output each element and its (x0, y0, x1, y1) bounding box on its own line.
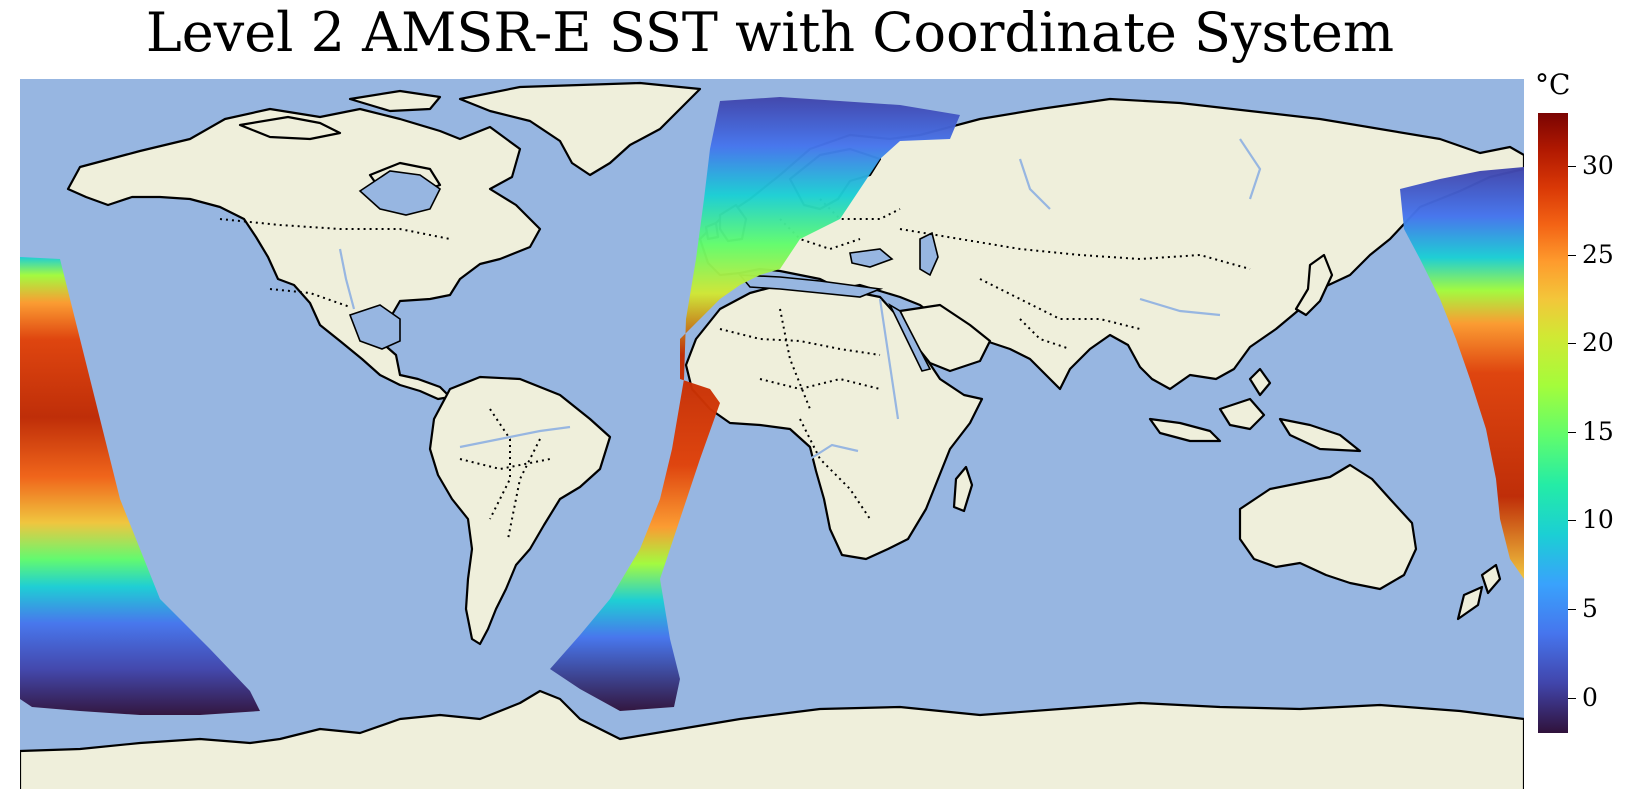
madagascar (952, 465, 974, 513)
indonesia (1148, 367, 1362, 453)
swath-atlantic (550, 97, 960, 711)
colorbar-tick (1568, 166, 1576, 168)
us-canada-border (219, 218, 451, 240)
colorbar-tick-label: 30 (1582, 151, 1614, 181)
colorbar-tick (1568, 343, 1576, 345)
australia (1238, 463, 1418, 591)
congo-river (809, 443, 859, 460)
new-zealand (1456, 563, 1502, 621)
colorbar-tick-label: 20 (1582, 328, 1614, 358)
asia-borders (899, 228, 1251, 350)
colorbar-tick (1568, 697, 1576, 699)
gulf-of-mexico (348, 304, 401, 350)
south-america-borders (459, 408, 551, 540)
mississippi-river (338, 248, 356, 310)
europe-borders (779, 198, 901, 251)
colorbar-tick-label: 25 (1582, 239, 1614, 269)
colorbar (1538, 113, 1568, 733)
colorbar-tick (1568, 254, 1576, 256)
antarctica (20, 689, 1524, 789)
map-title: Level 2 AMSR-E SST with Coordinate Syste… (145, 1, 1395, 64)
us-mexico-border (269, 288, 351, 308)
nile-river (878, 298, 900, 420)
country-borders (219, 198, 1251, 540)
lakes (348, 170, 939, 372)
greenland (458, 81, 702, 177)
amazon-river (459, 425, 571, 449)
colorbar-tick-label: 10 (1582, 505, 1614, 535)
map-panel[interactable] (20, 79, 1524, 789)
world-map (20, 79, 1524, 789)
africa-borders (719, 308, 881, 520)
rivers (338, 138, 1262, 460)
red-sea (888, 302, 932, 372)
lena-river (1239, 138, 1262, 200)
swath-pacific (20, 257, 260, 715)
land (20, 81, 1524, 789)
mediterranean-sea (738, 274, 884, 298)
swath-west-pacific (1400, 167, 1524, 579)
colorbar-tick-label: 5 (1582, 594, 1598, 623)
japan (1294, 253, 1334, 317)
ob-river (1018, 158, 1051, 210)
colorbar-unit-label: °C (1535, 68, 1571, 101)
black-sea (849, 248, 894, 268)
yangtze-river (1139, 297, 1221, 317)
hudson-bay (358, 170, 442, 216)
sst-swaths (20, 97, 1524, 715)
colorbar-tick (1568, 609, 1576, 610)
colorbar-tick (1568, 431, 1576, 433)
colorbar-tick-label: 15 (1582, 416, 1614, 446)
colorbar-tick (1568, 520, 1576, 522)
colorbar-tick-label: 0 (1582, 682, 1598, 712)
